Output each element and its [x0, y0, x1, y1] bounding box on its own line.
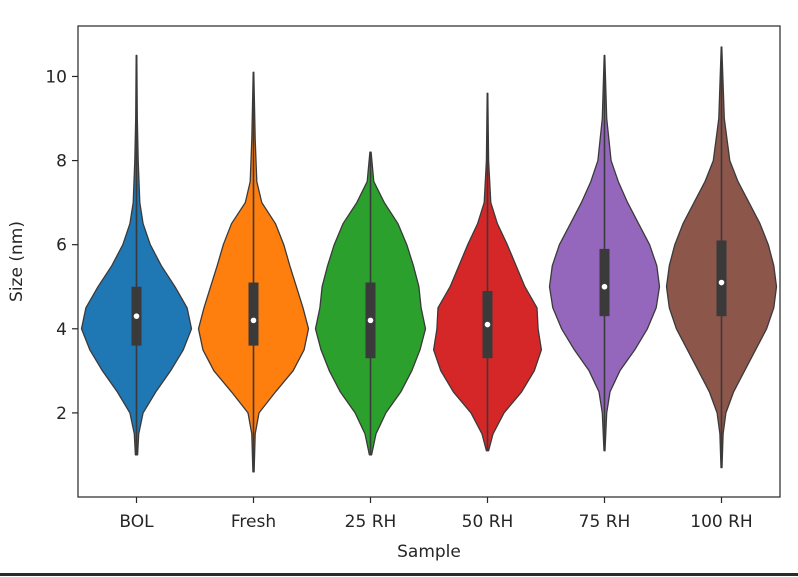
iqr-box-75-rh [599, 248, 610, 317]
violin-75-rh [548, 54, 661, 452]
plot-frame [77, 25, 781, 498]
median-dot-75-rh [601, 283, 608, 290]
x-axis: BOL Fresh 25 RH 50 RH 75 RH 100 RH [119, 497, 753, 532]
x-tick-label-25-rh: 25 RH [345, 512, 397, 532]
x-tick-label-50-rh: 50 RH [462, 512, 514, 532]
y-tick-label-6: 6 [56, 236, 67, 256]
violin-100-rh [665, 46, 778, 469]
violin-bol [80, 54, 193, 456]
plot-area [80, 46, 778, 473]
violin-50-rh [432, 92, 543, 452]
x-axis-label: Sample [397, 542, 461, 562]
violin-25-rh [314, 151, 427, 456]
median-dot-50-rh [484, 321, 491, 328]
median-dot-bol [133, 313, 140, 319]
bottom-rule [0, 573, 798, 576]
violin-fresh [197, 71, 310, 473]
y-tick-label-10: 10 [45, 67, 67, 87]
y-tick-label-8: 8 [56, 152, 67, 172]
x-tick-label-fresh: Fresh [231, 512, 276, 532]
iqr-box-100-rh [716, 240, 727, 317]
iqr-box-fresh [248, 282, 259, 346]
x-tick-label-75-rh: 75 RH [579, 512, 631, 532]
y-tick-label-4: 4 [56, 320, 67, 340]
median-dot-100-rh [718, 279, 725, 286]
x-tick-label-bol: BOL [119, 512, 154, 532]
median-dot-fresh [250, 317, 257, 324]
median-dot-25-rh [367, 317, 374, 324]
y-axis: 2 4 6 8 10 [45, 67, 78, 424]
y-tick-label-2: 2 [56, 404, 67, 424]
y-axis-label: Size (nm) [7, 221, 27, 302]
x-tick-label-100-rh: 100 RH [690, 512, 752, 532]
